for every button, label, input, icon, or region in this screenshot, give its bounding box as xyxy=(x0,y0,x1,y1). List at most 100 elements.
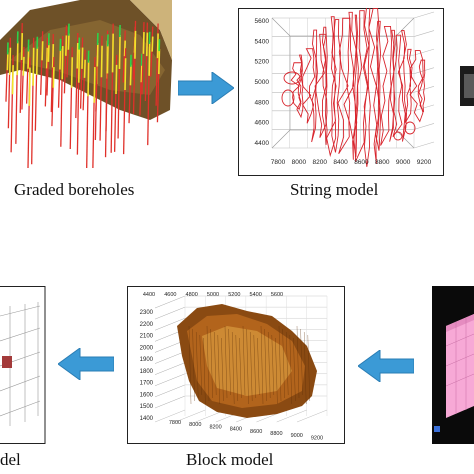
borehole-grade-high xyxy=(124,58,127,91)
borehole-grade-high xyxy=(45,47,49,69)
caption-graded-boreholes: Graded boreholes xyxy=(14,180,135,199)
string-contour xyxy=(392,34,403,138)
block-y-tick: 2000 xyxy=(140,345,154,351)
arrow-left-icon-2 xyxy=(358,350,414,382)
block-cell-line xyxy=(210,328,213,399)
string-contour xyxy=(337,17,351,154)
caption-string-model: String model xyxy=(290,180,379,199)
block-cell-line xyxy=(249,331,253,402)
block-cell-line xyxy=(303,331,307,405)
string-contour xyxy=(296,54,304,119)
string-contour xyxy=(393,131,403,141)
block-top-tick: 4800 xyxy=(186,292,198,298)
string-y-tick: 4400 xyxy=(255,140,270,147)
borehole-grade-high xyxy=(129,64,132,86)
string-contour xyxy=(380,25,392,146)
block-y-tick: 1900 xyxy=(140,357,154,363)
block-model-panel: 2300 2200 2100 2000 1900 1800 1700 1600 1500 1400… xyxy=(127,286,345,444)
block-y-tick: 2200 xyxy=(140,322,154,328)
block-bottom-tick: 8600 xyxy=(250,429,262,435)
string-y-tick: 5200 xyxy=(255,59,270,66)
block-cell-line xyxy=(188,325,192,405)
borehole-grade-high xyxy=(8,47,12,75)
borehole-grade-high xyxy=(134,30,137,59)
string-contour xyxy=(354,10,368,162)
block-cell-line xyxy=(242,325,246,396)
string-contour xyxy=(404,121,416,135)
block-cell-line xyxy=(285,331,289,396)
borehole-grade-high xyxy=(156,33,159,59)
block-y-tick: 2300 xyxy=(140,310,154,316)
block-model-chart: 2300 2200 2100 2000 1900 1800 1700 1600 1500 1400… xyxy=(127,286,345,444)
borehole-grade-high xyxy=(32,47,35,86)
string-y-tick: 5000 xyxy=(255,79,270,86)
block-cell-line xyxy=(217,334,221,405)
borehole-grade-high xyxy=(28,67,31,106)
borehole-grade-high xyxy=(65,35,68,56)
borehole-grade-high xyxy=(52,67,55,88)
string-model-chart: 5600 5400 5200 5000 4800 4600 4400 7800 8000 820… xyxy=(238,4,444,176)
block-top-tick: 5200 xyxy=(228,292,240,298)
string-contour xyxy=(343,11,358,160)
block-cell-line xyxy=(293,337,296,402)
string-contour xyxy=(363,4,371,167)
block-top-tick: 4600 xyxy=(164,292,176,298)
borehole-render xyxy=(0,0,172,170)
borehole-grade-high xyxy=(6,52,9,71)
block-cell-line xyxy=(300,328,303,396)
block-cell-line xyxy=(296,325,300,399)
block-cell-line xyxy=(192,328,195,402)
block-texture xyxy=(188,325,311,405)
string-y-tick: 4600 xyxy=(255,120,270,127)
graded-boreholes-panel xyxy=(0,0,172,170)
string-contour xyxy=(397,30,407,142)
block-top-ticks: 4400 4600 4800 5000 5200 5400 5600 xyxy=(143,292,283,298)
string-contour xyxy=(409,50,424,123)
block-y-tick: 2100 xyxy=(140,334,154,340)
block-top-tick: 4400 xyxy=(143,292,155,298)
string-contour xyxy=(283,71,301,85)
borehole-grade-high xyxy=(77,47,81,83)
block-y-tick: 1700 xyxy=(140,381,154,387)
block-cell-line xyxy=(213,331,217,396)
borehole-grade-high xyxy=(93,67,96,103)
block-bottom-tick: 9000 xyxy=(291,433,303,439)
string-x-tick: 8200 xyxy=(312,159,327,166)
string-contour xyxy=(375,20,382,151)
block-cell-line xyxy=(246,328,249,405)
borehole-grade-high xyxy=(158,49,161,75)
string-contour xyxy=(281,89,295,107)
block-bottom-tick: 8800 xyxy=(270,431,282,437)
string-x-tick: 8400 xyxy=(333,159,348,166)
block-cell-line xyxy=(195,331,199,399)
borehole-grade-high xyxy=(83,59,86,78)
borehole-grade-high xyxy=(142,32,145,54)
borehole xyxy=(150,26,154,77)
block-y-tick: 1500 xyxy=(140,404,154,410)
borehole-grade-high xyxy=(22,56,25,76)
block-cell-line xyxy=(307,334,311,402)
string-y-tick: 5400 xyxy=(255,38,270,45)
block-cell-line xyxy=(239,337,242,399)
block-cell-line xyxy=(228,328,231,396)
string-y-tick: 5600 xyxy=(255,18,270,25)
borehole-grade-high xyxy=(118,34,121,70)
string-contour xyxy=(352,14,359,157)
block-bottom-ticks: 7800 8000 8200 8400 8600 8800 9000 9200 xyxy=(169,420,323,441)
block-y-ticks: 2300 2200 2100 2000 1900 1800 1700 1600 1500 1400 xyxy=(140,310,154,422)
borehole-grade-high xyxy=(87,60,90,97)
block-cell-line xyxy=(278,325,282,402)
block-cell-line xyxy=(282,328,285,399)
borehole-grade-high xyxy=(151,36,154,52)
borehole-grade-high xyxy=(47,43,50,62)
block-cell-line xyxy=(253,334,257,399)
block-cell-line xyxy=(289,334,293,405)
borehole-grade-high xyxy=(145,32,149,57)
block-bottom-tick: 8400 xyxy=(230,427,242,433)
borehole-grade-high xyxy=(11,65,14,95)
string-contour xyxy=(389,29,396,142)
cropped-panel-top-right xyxy=(460,66,474,106)
block-bottom-tick: 7800 xyxy=(169,420,181,426)
block-cell-line xyxy=(224,325,228,399)
borehole-grade-high xyxy=(27,49,30,69)
